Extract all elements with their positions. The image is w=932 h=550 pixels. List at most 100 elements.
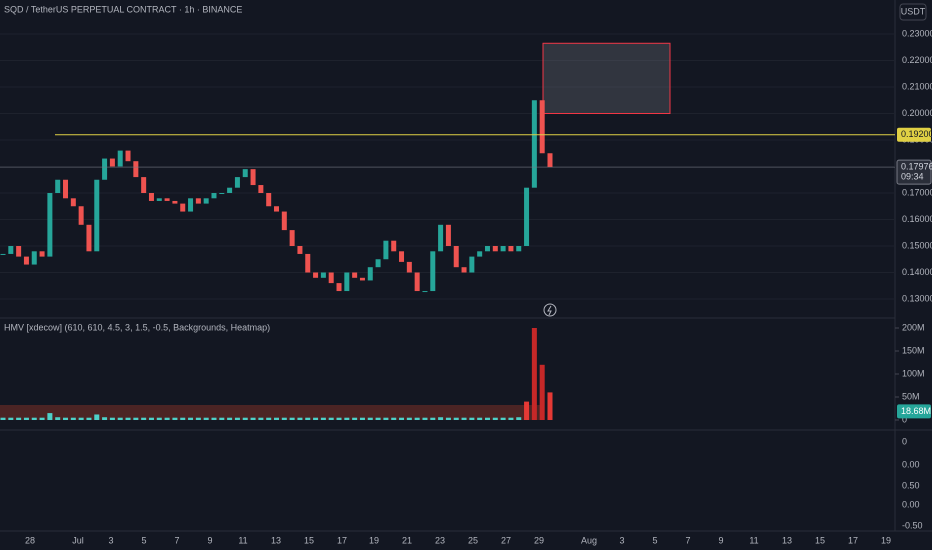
volume-bar [477,417,483,420]
volume-tick-label: 150M [902,345,925,355]
volume-bar [125,417,131,420]
volume-bar [16,417,22,420]
candle [539,100,545,154]
time-tick-label: 17 [848,535,858,545]
candle [16,246,22,257]
volume-last-tag [897,404,931,419]
volume-bar [375,417,381,420]
candle [78,206,84,225]
candle [414,272,420,292]
candle [328,272,334,284]
candle [203,198,209,204]
volume-bar [320,417,326,420]
candle [445,224,451,246]
time-tick-label: 3 [108,535,113,545]
volume-bar [336,417,342,420]
volume-bar [391,417,397,420]
volume-bar [164,417,170,420]
volume-bar [516,417,522,420]
event-icon-bolt [547,305,552,316]
candle [492,246,498,252]
candle [547,153,553,168]
volume-bar [227,417,233,420]
volume-last-label: 18.68M [901,406,931,416]
currency-button[interactable] [899,3,927,21]
volume-bar [484,417,490,420]
volume-bar [344,417,350,420]
time-tick-label: 9 [207,535,212,545]
volume-tick-label: 50M [902,391,920,401]
price-tick-label: 0.13000 [902,293,932,303]
time-tick-label: 25 [468,535,478,545]
time-tick-label: 27 [501,535,511,545]
volume-bar [438,417,444,420]
volume-bar [234,417,240,420]
volume-bar [305,417,311,420]
event-icon[interactable] [543,303,557,317]
candle [63,179,69,199]
candle [289,230,295,246]
candle [391,240,397,252]
candle [102,158,108,180]
volume-bar [461,417,467,420]
volume-bar [102,417,108,420]
last-price-label: 0.17976 [901,162,932,172]
candle [297,246,303,254]
volume-bar [141,417,147,420]
volume-bar [195,417,201,420]
volume-bar [188,417,194,420]
candle [422,291,428,293]
symbol-title: SQD / TetherUS PERPETUAL CONTRACT · 1h ·… [4,4,242,14]
volume-bar [70,417,76,420]
candle [438,224,444,252]
currency-label[interactable]: USDT [901,6,926,16]
volume-bar [313,417,319,420]
time-tick-label: 7 [174,535,179,545]
volume-tick-label: 0 [902,414,907,424]
candle [305,253,311,273]
volume-bar [148,417,154,420]
time-tick-label: 19 [369,535,379,545]
volume-background [0,405,540,420]
volume-bar [78,417,84,420]
osc-tick-label: 0.00 [902,499,920,509]
volume-bar [469,417,475,420]
indicator-label: HMV [xdecow] (610, 610, 4.5, 3, 1.5, -0.… [4,322,270,332]
candle [469,256,475,273]
candle [313,272,319,278]
time-tick-label: 17 [337,535,347,545]
volume-bar [399,417,405,420]
volume-bar [383,417,389,420]
candle [133,161,139,178]
volume-bar [422,417,428,420]
time-tick-label: 3 [619,535,624,545]
candle [524,187,530,246]
candle [125,150,131,162]
countdown-label: 09:34 [901,172,924,182]
volume-bar [352,417,358,420]
volume-bar [117,417,123,420]
candle [23,256,29,265]
volume-bar [274,417,279,420]
time-tick-label: Aug [581,535,597,545]
candle [359,277,365,281]
volume-bar [133,417,139,420]
volume-bar [297,417,303,420]
time-tick-label: 5 [141,535,146,545]
volume-bar [156,417,162,420]
candle [180,203,186,212]
time-tick-label: 29 [534,535,544,545]
volume-tick-label: 200M [902,322,925,332]
candle [172,200,178,204]
volume-bar [39,417,45,420]
candle [406,261,412,273]
candle [117,150,123,167]
time-tick-label: 7 [685,535,690,545]
candle [320,272,326,278]
candle [453,246,459,268]
osc-tick-label: 0 [902,436,907,446]
time-tick-label: Jul [72,535,84,545]
candle [0,253,6,255]
candle [94,179,100,252]
